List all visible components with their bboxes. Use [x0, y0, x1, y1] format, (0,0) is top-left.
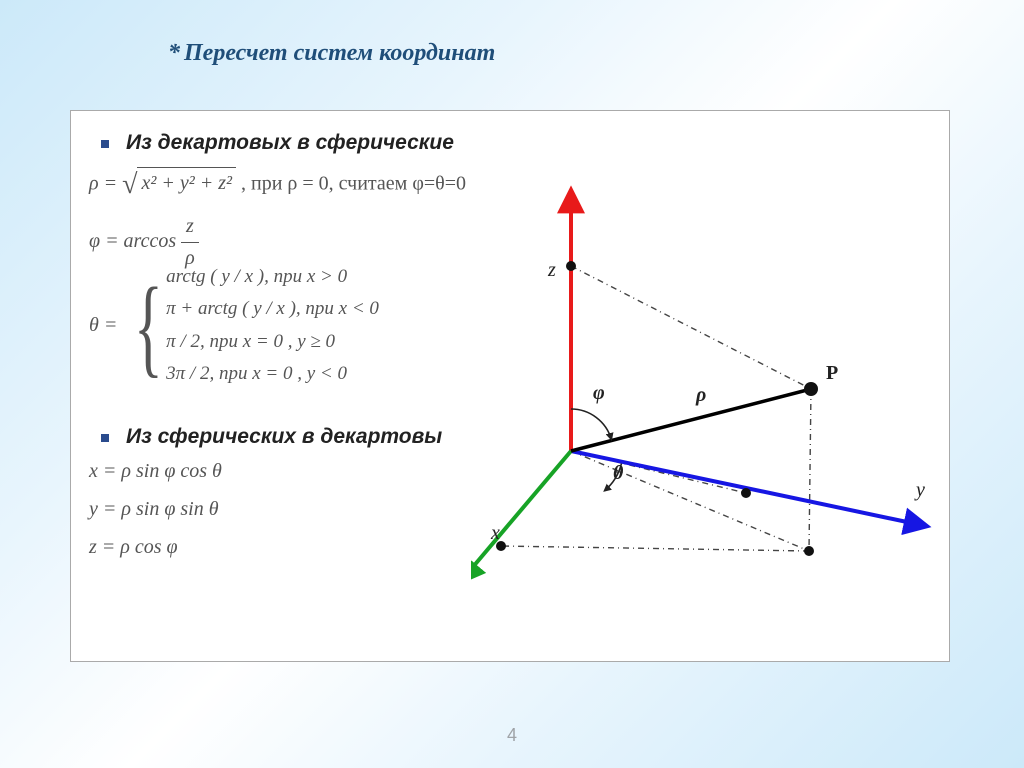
case-line: 3π / 2, npu x = 0 , y < 0 [166, 358, 379, 390]
sqrt-body: x² + y² + z² [137, 167, 236, 199]
case-line: π / 2, npu x = 0 , y ≥ 0 [166, 326, 379, 358]
phi-lhs: φ = arccos [89, 230, 176, 252]
rho-lhs: ρ = [89, 172, 117, 194]
eq-y: y = ρ sin φ sin θ [89, 494, 219, 525]
eq-x: x = ρ sin φ cos θ [89, 456, 222, 487]
title-asterisk: * [168, 40, 180, 66]
svg-text:ρ: ρ [695, 384, 706, 406]
section2-heading-row: Из сферических в декартовы [101, 421, 442, 454]
sqrt-icon: √x² + y² + z² [122, 163, 236, 206]
slide: *Пересчет систем координат Из декартовых… [0, 0, 1024, 768]
eq-z: z = ρ cos φ [89, 532, 178, 563]
slide-title: *Пересчет систем координат [168, 40, 495, 67]
bullet-icon [101, 140, 109, 148]
theta-cases: arctg ( y / x ), npu x > 0 π + arctg ( y… [166, 261, 379, 390]
case-line: arctg ( y / x ), npu x > 0 [166, 261, 379, 293]
title-text: Пересчет систем координат [184, 40, 495, 66]
svg-text:φ: φ [593, 382, 605, 404]
theta-lhs: θ = [89, 314, 117, 336]
section1-heading: Из декартовых в сферические [126, 131, 454, 154]
section2-heading: Из сферических в декартовы [126, 425, 442, 448]
svg-text:x: x [490, 522, 500, 544]
coordinate-diagram: z y x Pρ φ θ [471, 121, 946, 661]
rho-formula: ρ = √x² + y² + z² , при ρ = 0, считаем φ… [89, 163, 466, 206]
svg-text:θ: θ [613, 462, 624, 484]
page-number: 4 [0, 725, 1024, 746]
brace-icon: { [134, 271, 163, 381]
svg-text:z: z [547, 259, 556, 281]
phi-num: z [181, 211, 199, 242]
bullet-icon [101, 434, 109, 442]
svg-text:y: y [914, 479, 925, 501]
content-panel: Из декартовых в сферические ρ = √x² + y²… [70, 110, 950, 662]
theta-formula: θ = { arctg ( y / x ), npu x > 0 π + arc… [89, 261, 379, 390]
section1-heading-row: Из декартовых в сферические [101, 127, 454, 160]
case-line: π + arctg ( y / x ), npu x < 0 [166, 293, 379, 325]
svg-text:P: P [826, 362, 838, 384]
rho-condition: , при ρ = 0, считаем φ=θ=0 [241, 172, 466, 194]
